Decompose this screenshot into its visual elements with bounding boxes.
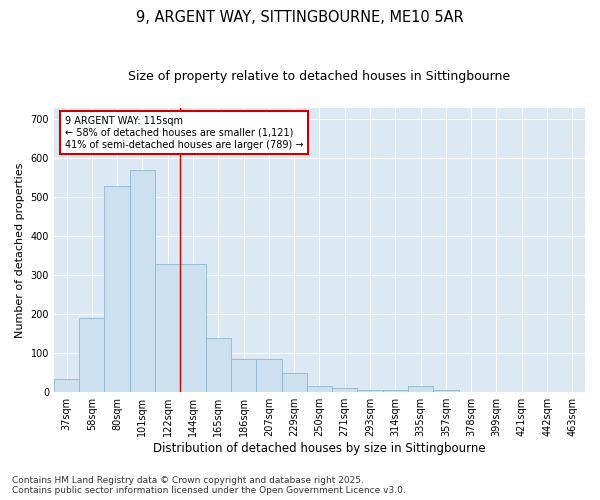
Y-axis label: Number of detached properties: Number of detached properties (15, 162, 25, 338)
Bar (332, 388, 358, 392)
Bar (155, 264, 181, 392)
Bar (79, 318, 104, 392)
Bar (307, 386, 332, 392)
Bar (281, 372, 307, 392)
Bar (54, 378, 79, 392)
Bar (130, 170, 155, 392)
Title: Size of property relative to detached houses in Sittingbourne: Size of property relative to detached ho… (128, 70, 511, 83)
Bar (408, 386, 433, 392)
Bar (104, 186, 130, 392)
Bar (256, 359, 281, 392)
Bar (358, 390, 383, 392)
Text: 9, ARGENT WAY, SITTINGBOURNE, ME10 5AR: 9, ARGENT WAY, SITTINGBOURNE, ME10 5AR (136, 10, 464, 25)
X-axis label: Distribution of detached houses by size in Sittingbourne: Distribution of detached houses by size … (153, 442, 486, 455)
Text: 9 ARGENT WAY: 115sqm
← 58% of detached houses are smaller (1,121)
41% of semi-de: 9 ARGENT WAY: 115sqm ← 58% of detached h… (65, 116, 303, 150)
Bar (181, 264, 206, 392)
Bar (433, 390, 458, 392)
Bar (383, 390, 408, 392)
Bar (231, 359, 256, 392)
Bar (206, 338, 231, 392)
Text: Contains HM Land Registry data © Crown copyright and database right 2025.
Contai: Contains HM Land Registry data © Crown c… (12, 476, 406, 495)
